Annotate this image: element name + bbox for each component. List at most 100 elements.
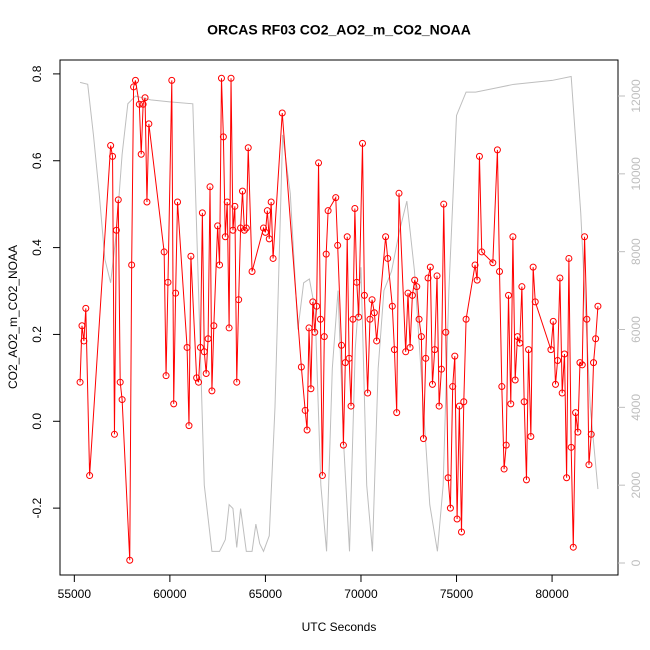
x-tick-label: 75000 <box>440 587 474 601</box>
data-point <box>76 378 84 386</box>
data-point <box>355 313 363 321</box>
data-point <box>500 465 508 473</box>
data-point <box>219 133 227 141</box>
data-point <box>337 341 345 349</box>
data-point <box>388 302 396 310</box>
data-point <box>404 289 412 297</box>
data-point <box>426 263 434 271</box>
y2-tick-label: 2000 <box>629 472 643 499</box>
data-point <box>322 250 330 258</box>
data-point <box>217 74 225 82</box>
data-point <box>509 233 517 241</box>
data-point <box>196 343 204 351</box>
data-point <box>498 383 506 391</box>
data-point <box>260 224 268 232</box>
data-point <box>200 348 208 356</box>
data-point <box>248 267 256 275</box>
data-point <box>231 202 239 210</box>
data-point <box>131 76 139 84</box>
data-point <box>353 278 361 286</box>
data-point <box>552 380 560 388</box>
data-point <box>80 337 88 345</box>
data-point <box>227 74 235 82</box>
data-point <box>478 248 486 256</box>
data-point <box>513 333 521 341</box>
data-point <box>301 406 309 414</box>
data-point <box>316 315 324 323</box>
data-point <box>141 94 149 102</box>
x-axis-label: UTC Seconds <box>302 620 377 634</box>
y2-tick-label: 6000 <box>629 316 643 343</box>
data-point <box>208 387 216 395</box>
y2-tick-label: 10000 <box>629 157 643 191</box>
data-point <box>187 252 195 260</box>
data-point <box>475 152 483 160</box>
data-point <box>318 472 326 480</box>
y2-tick-label: 12000 <box>629 79 643 113</box>
data-point <box>172 289 180 297</box>
data-point <box>116 378 124 386</box>
data-point <box>507 400 515 408</box>
data-line <box>79 78 599 561</box>
data-point <box>370 309 378 317</box>
data-point <box>505 291 513 299</box>
y-tick-label: 0.0 <box>30 413 44 430</box>
data-point <box>202 370 210 378</box>
data-point <box>263 207 271 215</box>
data-point <box>525 346 533 354</box>
data-point <box>114 196 122 204</box>
data-point <box>502 441 510 449</box>
x-tick-label: 55000 <box>58 587 92 601</box>
y-tick-label: 0.8 <box>30 65 44 82</box>
data-point <box>269 254 277 262</box>
data-point <box>185 422 193 430</box>
y-tick-label: 0.6 <box>30 152 44 169</box>
data-point <box>433 272 441 280</box>
data-point <box>411 276 419 284</box>
data-point <box>240 226 248 234</box>
data-point <box>360 291 368 299</box>
data-point <box>174 198 182 206</box>
data-point <box>223 198 231 206</box>
data-point <box>384 254 392 262</box>
data-point <box>320 333 328 341</box>
data-point <box>565 254 573 262</box>
data-point <box>242 224 250 232</box>
y2-tick-label: 0 <box>629 559 643 566</box>
data-point <box>576 359 584 367</box>
data-point <box>417 333 425 341</box>
data-point <box>265 235 273 243</box>
data-point <box>193 374 201 382</box>
data-point <box>529 263 537 271</box>
x-tick-label: 65000 <box>249 587 283 601</box>
data-point <box>130 83 138 91</box>
x-tick-label: 60000 <box>153 587 187 601</box>
data-point <box>406 343 414 351</box>
data-point <box>415 315 423 323</box>
data-point <box>556 274 564 282</box>
data-point <box>313 302 321 310</box>
data-point <box>225 324 233 332</box>
data-point <box>112 226 120 234</box>
data-point <box>143 198 151 206</box>
data-point <box>457 528 465 536</box>
data-point <box>78 322 86 330</box>
data-point <box>195 378 203 386</box>
data-point <box>311 328 319 336</box>
data-point <box>373 337 381 345</box>
data-point <box>473 276 481 284</box>
data-point <box>343 233 351 241</box>
data-point <box>278 109 286 117</box>
data-point <box>413 283 421 291</box>
data-point <box>527 432 535 440</box>
data-point <box>351 205 359 213</box>
x-tick-label: 70000 <box>344 587 378 601</box>
data-point <box>244 144 252 152</box>
y-tick-label: -0.2 <box>30 497 44 518</box>
data-point <box>238 187 246 195</box>
data-point <box>419 435 427 443</box>
data-point <box>216 261 224 269</box>
data-point <box>170 400 178 408</box>
data-point <box>86 472 94 480</box>
